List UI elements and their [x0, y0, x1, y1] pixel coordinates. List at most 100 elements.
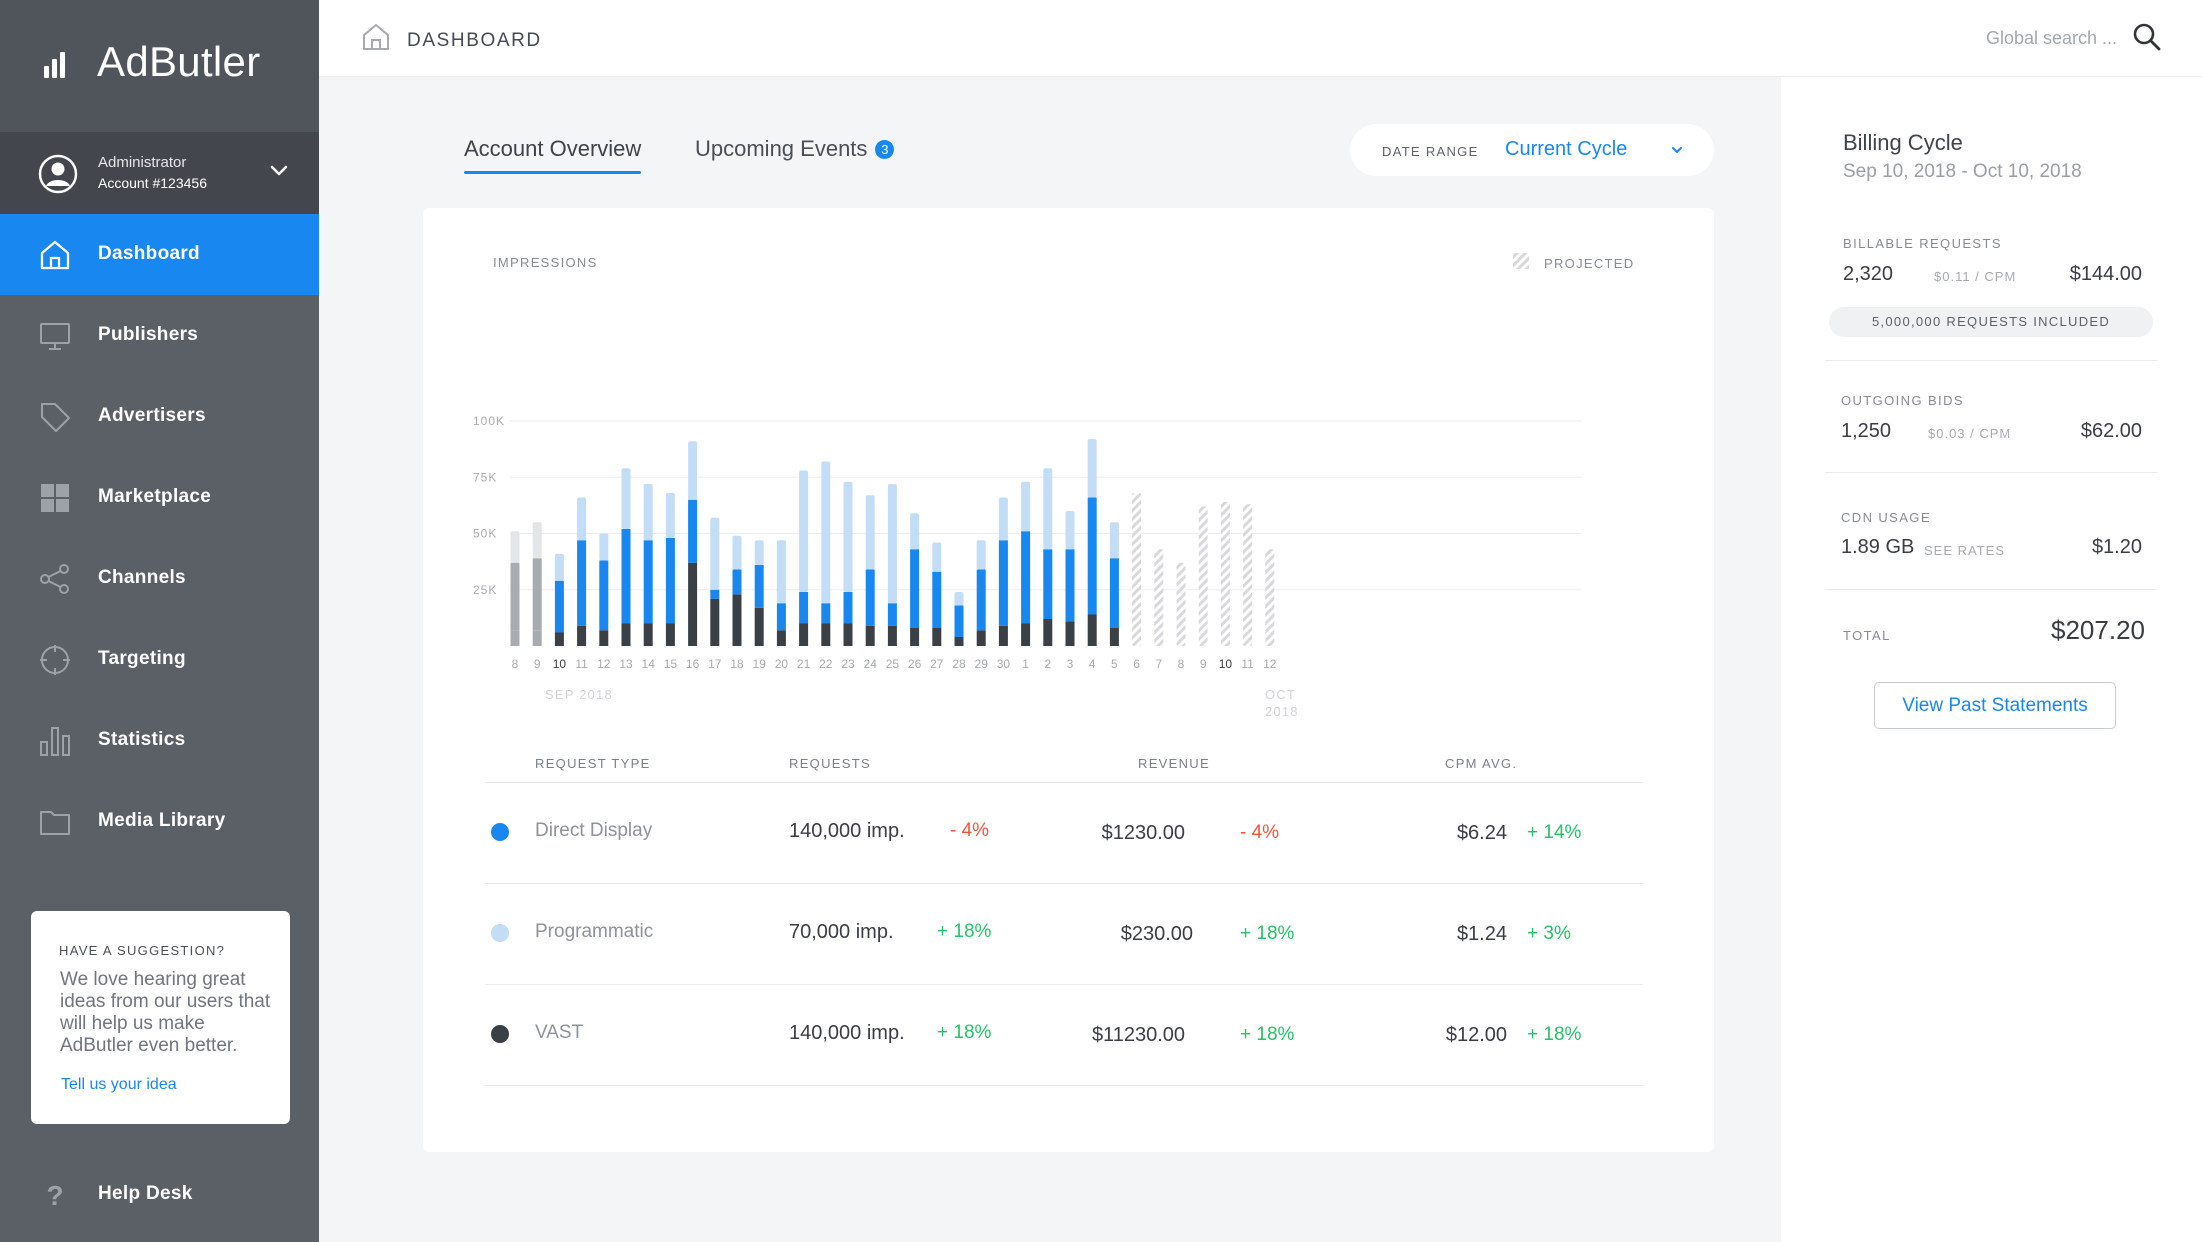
bar-direct-display — [643, 540, 653, 624]
billable-label: BILLABLE REQUESTS — [1843, 236, 2002, 251]
bar-programmatic — [621, 468, 631, 529]
bar-programmatic — [754, 540, 764, 565]
divider — [485, 782, 1643, 783]
x-tick-label: 27 — [930, 657, 944, 671]
bar-projected — [1176, 562, 1186, 646]
bar-programmatic — [954, 592, 964, 606]
x-tick-label: 2 — [1044, 657, 1051, 671]
logo-icon — [44, 52, 70, 78]
bar-vast — [865, 625, 875, 646]
billable-amount: $144.00 — [2069, 263, 2142, 285]
sidebar-item-targeting[interactable]: Targeting — [0, 619, 319, 700]
bar-direct-display — [577, 540, 587, 626]
suggestion-title: HAVE A SUGGESTION? — [59, 943, 226, 958]
bar-programmatic — [643, 484, 653, 541]
search-icon[interactable] — [2132, 22, 2162, 52]
x-tick-label: 10 — [1219, 657, 1233, 671]
column-header: CPM AVG. — [1445, 756, 1518, 771]
bar-programmatic — [1021, 481, 1031, 532]
sidebar-item-media-library[interactable]: Media Library — [0, 781, 319, 862]
breadcrumb: DASHBOARD — [407, 30, 542, 51]
divider — [1825, 589, 2157, 590]
tab-account-overview[interactable]: Account Overview — [464, 136, 642, 174]
bar-projected — [1154, 549, 1164, 646]
bar-projected — [1265, 549, 1275, 646]
x-tick-label: 12 — [1263, 657, 1277, 671]
x-tick-label: 3 — [1067, 657, 1074, 671]
sidebar-item-help-desk[interactable]: ? Help Desk — [0, 1154, 319, 1235]
y-tick-label: 75K — [473, 470, 497, 484]
home-icon[interactable] — [361, 22, 391, 52]
divider — [1825, 472, 2157, 473]
bar-vast — [821, 623, 831, 646]
billing-dates: Sep 10, 2018 - Oct 10, 2018 — [1843, 161, 2082, 182]
bar-direct-display — [843, 592, 853, 624]
requests-change: + 18% — [937, 1022, 992, 1043]
revenue-value: $230.00 — [1120, 923, 1193, 945]
bar-vast — [599, 630, 609, 646]
account-name: Administrator — [98, 154, 187, 171]
bar-programmatic — [510, 531, 520, 563]
chevron-down-icon[interactable] — [268, 160, 290, 182]
included-requests-badge: 5,000,000 REQUESTS INCLUDED — [1829, 307, 2153, 337]
x-tick-label: 11 — [575, 657, 588, 671]
bar-programmatic — [1043, 468, 1053, 550]
sidebar-item-dashboard[interactable]: Dashboard — [0, 214, 319, 295]
table-row[interactable]: VAST 140,000 imp. + 18% $11230.00 + 18% … — [485, 985, 1643, 1086]
revenue-change: + 18% — [1240, 1024, 1295, 1045]
bar-vast — [643, 623, 653, 646]
sidebar-item-label: Marketplace — [98, 486, 212, 507]
bar-direct-display — [1043, 549, 1053, 619]
account-switcher[interactable]: Administrator Account #123456 — [0, 132, 319, 214]
x-tick-label: 8 — [512, 657, 519, 671]
billable-rate: $0.11 / CPM — [1934, 269, 2017, 284]
bar-programmatic — [577, 497, 587, 541]
x-tick-label: 1 — [1022, 657, 1029, 671]
sidebar-item-publishers[interactable]: Publishers — [0, 295, 319, 376]
cdn-amount: $1.20 — [2091, 536, 2142, 558]
tab-upcoming-events[interactable]: Upcoming Events 3 — [695, 136, 895, 162]
sidebar-item-channels[interactable]: Channels — [0, 538, 319, 619]
sidebar-item-statistics[interactable]: Statistics — [0, 700, 319, 781]
bar-direct-display — [932, 571, 942, 628]
bar-vast — [976, 630, 986, 646]
bar-direct-display — [754, 565, 764, 608]
table-row[interactable]: Direct Display 140,000 imp. - 4% $1230.0… — [485, 783, 1643, 884]
cpm-value: $6.24 — [1456, 822, 1507, 844]
cdn-rate[interactable]: SEE RATES — [1924, 543, 2006, 558]
month-label-oct-line2: 2018 — [1265, 704, 1299, 719]
table-row[interactable]: Programmatic 70,000 imp. + 18% $230.00 +… — [485, 884, 1643, 985]
bids-label: OUTGOING BIDS — [1841, 393, 1964, 408]
x-tick-label: 28 — [952, 657, 966, 671]
x-tick-label: 19 — [753, 657, 767, 671]
month-label-oct-line1: OCT — [1265, 687, 1296, 702]
bar-vast — [1087, 614, 1097, 646]
suggestion-link[interactable]: Tell us your idea — [61, 1076, 177, 1093]
requests-change: + 18% — [937, 921, 992, 942]
search-input[interactable]: Global search ... — [1985, 28, 2117, 48]
bar-programmatic — [732, 535, 742, 570]
divider — [1825, 360, 2157, 361]
bar-vast — [754, 607, 764, 646]
bar-programmatic — [799, 470, 809, 592]
bids-amount: $62.00 — [2080, 420, 2142, 442]
bar-projected — [1220, 502, 1230, 646]
y-tick-label: 50K — [473, 527, 497, 541]
date-range-select[interactable]: DATE RANGE Current Cycle — [1350, 124, 1714, 176]
requests-value: 140,000 imp. — [789, 1022, 905, 1044]
sidebar-item-marketplace[interactable]: Marketplace — [0, 457, 319, 538]
top-bar: DASHBOARD Global search ... — [319, 0, 2202, 77]
view-past-statements-button[interactable]: View Past Statements — [1874, 682, 2116, 729]
x-tick-label: 26 — [908, 657, 922, 671]
sidebar-item-advertisers[interactable]: Advertisers — [0, 376, 319, 457]
bar-programmatic — [1065, 511, 1075, 550]
svg-text:?: ? — [46, 1180, 63, 1211]
x-tick-label: 30 — [997, 657, 1011, 671]
bar-programmatic — [821, 461, 831, 604]
grid-icon — [41, 484, 69, 512]
bar-vast — [510, 630, 520, 646]
bar-vast — [710, 598, 720, 646]
bar-direct-display — [1065, 549, 1075, 622]
x-tick-label: 20 — [775, 657, 789, 671]
bar-direct-display — [665, 538, 675, 624]
